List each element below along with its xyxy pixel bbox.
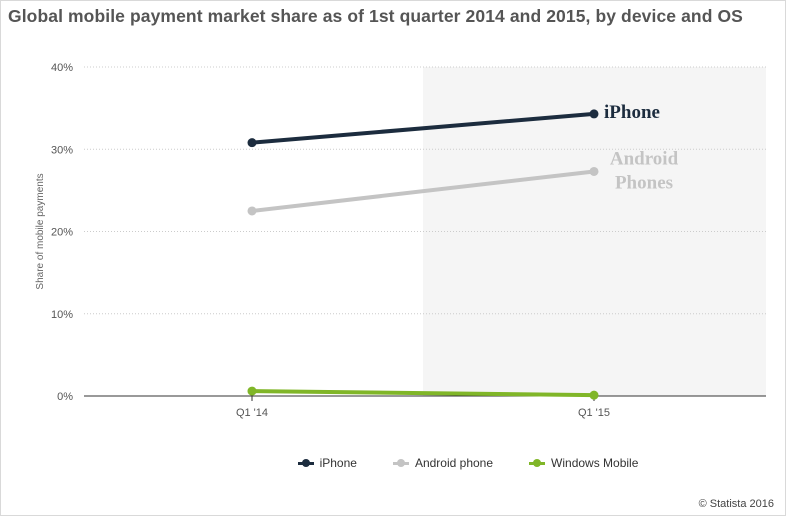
chart-legend: iPhone Android phone Windows Mobile	[0, 456, 786, 470]
series-annotation: Android	[610, 148, 679, 169]
data-point	[589, 166, 599, 176]
legend-swatch-android	[392, 458, 409, 468]
y-axis-title: Share of mobile payments	[35, 173, 46, 289]
copyright-notice: © Statista 2016	[698, 498, 774, 510]
data-point	[247, 138, 257, 148]
series-annotation: Phones	[615, 172, 673, 193]
data-point	[589, 390, 599, 400]
legend-label: Windows Mobile	[551, 456, 639, 470]
legend-item-windows[interactable]: Windows Mobile	[529, 456, 638, 470]
y-tick-label: 40%	[51, 62, 73, 74]
series-annotation: iPhone	[604, 102, 660, 123]
x-tick-label: Q1 '14	[236, 407, 268, 419]
legend-item-android[interactable]: Android phone	[392, 456, 494, 470]
series-line	[250, 169, 596, 213]
series-line	[250, 389, 596, 398]
x-tick-label: Q1 '15	[578, 407, 610, 419]
y-tick-label: 30%	[51, 144, 73, 156]
legend-swatch-windows	[529, 458, 546, 468]
data-point	[247, 386, 257, 396]
series-line	[250, 111, 596, 145]
legend-item-iphone[interactable]: iPhone	[297, 456, 357, 470]
y-tick-label: 10%	[51, 309, 73, 321]
legend-label: iPhone	[319, 456, 357, 470]
legend-swatch-iphone	[297, 458, 314, 468]
chart-title: Global mobile payment market share as of…	[8, 6, 743, 26]
y-tick-label: 20%	[51, 227, 73, 239]
y-tick-label: 0%	[57, 391, 73, 403]
data-point	[247, 206, 257, 216]
data-point	[589, 109, 599, 119]
legend-label: Android phone	[414, 456, 494, 470]
